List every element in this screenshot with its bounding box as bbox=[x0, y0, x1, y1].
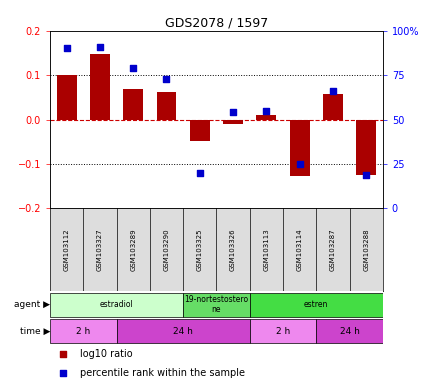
Text: GSM103288: GSM103288 bbox=[362, 228, 368, 271]
Text: GSM103287: GSM103287 bbox=[329, 228, 335, 271]
Bar bbox=[249, 319, 316, 343]
Bar bbox=[355, 119, 375, 175]
Text: GSM103113: GSM103113 bbox=[263, 228, 269, 271]
Point bbox=[60, 370, 67, 376]
Point bbox=[96, 44, 103, 50]
Text: 2 h: 2 h bbox=[76, 327, 90, 336]
Point bbox=[60, 351, 67, 357]
Point bbox=[362, 172, 369, 178]
Bar bbox=[116, 319, 249, 343]
Text: percentile rank within the sample: percentile rank within the sample bbox=[80, 368, 244, 378]
Point bbox=[329, 88, 335, 94]
Text: GSM103289: GSM103289 bbox=[130, 228, 136, 271]
Point bbox=[129, 65, 136, 71]
Point bbox=[163, 76, 170, 82]
Text: estren: estren bbox=[303, 300, 328, 309]
Bar bbox=[223, 119, 243, 124]
Text: 24 h: 24 h bbox=[339, 327, 358, 336]
Point bbox=[296, 161, 302, 167]
Text: log10 ratio: log10 ratio bbox=[80, 349, 132, 359]
Bar bbox=[322, 94, 342, 119]
Text: estradiol: estradiol bbox=[99, 300, 133, 309]
Bar bbox=[289, 119, 309, 176]
Text: GSM103112: GSM103112 bbox=[63, 228, 69, 271]
Text: 2 h: 2 h bbox=[275, 327, 289, 336]
Text: GSM103325: GSM103325 bbox=[196, 228, 202, 271]
Text: GSM103327: GSM103327 bbox=[97, 228, 103, 271]
Bar bbox=[316, 319, 382, 343]
Text: GSM103326: GSM103326 bbox=[230, 228, 236, 271]
Text: GSM103290: GSM103290 bbox=[163, 228, 169, 271]
Text: 19-nortestostero
ne: 19-nortestostero ne bbox=[184, 295, 248, 314]
Bar bbox=[249, 293, 382, 317]
Point bbox=[229, 109, 236, 116]
Text: GSM103114: GSM103114 bbox=[296, 228, 302, 271]
Bar bbox=[156, 91, 176, 119]
Bar bbox=[90, 54, 110, 119]
Text: time ▶: time ▶ bbox=[20, 327, 50, 336]
Bar bbox=[183, 293, 249, 317]
Bar bbox=[189, 119, 209, 141]
Bar bbox=[123, 89, 143, 119]
Bar bbox=[50, 293, 183, 317]
Point bbox=[196, 170, 203, 176]
Bar bbox=[56, 75, 76, 119]
Point bbox=[262, 108, 269, 114]
Title: GDS2078 / 1597: GDS2078 / 1597 bbox=[164, 17, 267, 30]
Bar bbox=[256, 115, 276, 119]
Point bbox=[63, 45, 70, 51]
Bar bbox=[50, 319, 116, 343]
Text: agent ▶: agent ▶ bbox=[14, 300, 50, 309]
Text: 24 h: 24 h bbox=[173, 327, 193, 336]
